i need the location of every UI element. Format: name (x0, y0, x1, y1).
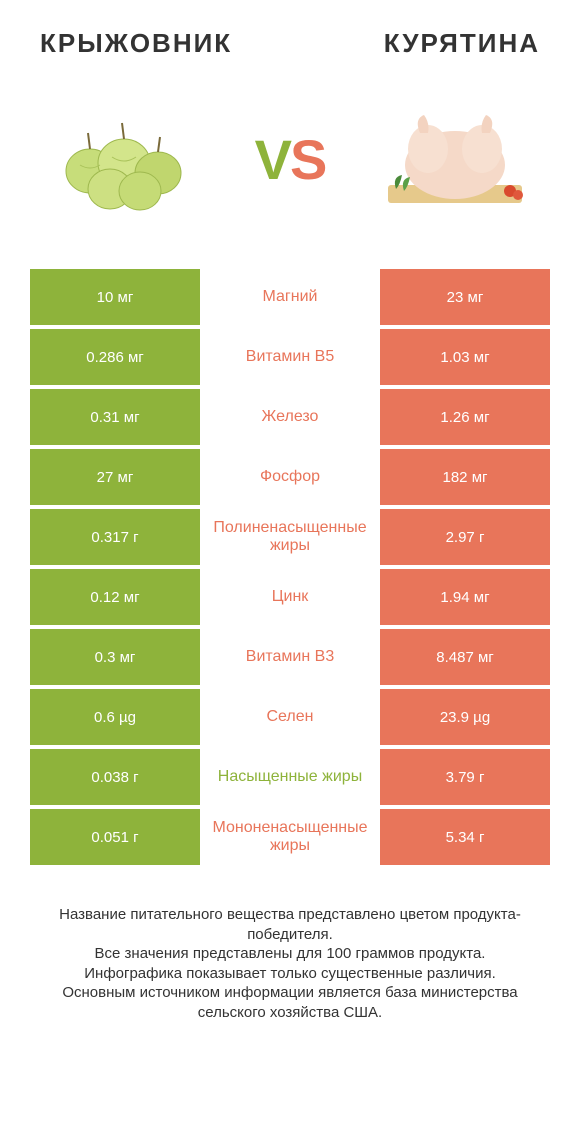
footer-line: Название питательного вещества представл… (34, 905, 546, 944)
table-row: 0.317 гПолиненасыщенные жиры2.97 г (30, 509, 550, 565)
table-row: 0.31 мгЖелезо1.26 мг (30, 389, 550, 445)
table-row: 10 мгМагний23 мг (30, 269, 550, 325)
table-row: 0.3 мгВитамин B38.487 мг (30, 629, 550, 685)
vs-v: V (255, 128, 290, 191)
nutrient-label: Витамин B3 (200, 629, 380, 685)
left-value: 10 мг (30, 269, 200, 325)
footer-line: Все значения представлены для 100 граммо… (34, 944, 546, 964)
nutrient-label: Фосфор (200, 449, 380, 505)
nutrient-label: Полиненасыщенные жиры (200, 509, 380, 565)
infographic-container: КРЫЖОВНИК КУРЯТИНА VS (0, 0, 580, 1042)
right-title: КУРЯТИНА (384, 28, 540, 59)
left-title: КРЫЖОВНИК (40, 28, 232, 59)
left-value: 0.6 µg (30, 689, 200, 745)
footer-notes: Название питательного вещества представл… (30, 905, 550, 1022)
table-row: 0.12 мгЦинк1.94 мг (30, 569, 550, 625)
right-value: 3.79 г (380, 749, 550, 805)
right-value: 23.9 µg (380, 689, 550, 745)
right-value: 1.94 мг (380, 569, 550, 625)
footer-line: Инфографика показывает только существенн… (34, 964, 546, 984)
nutrient-label: Железо (200, 389, 380, 445)
left-value: 0.317 г (30, 509, 200, 565)
nutrient-label: Витамин B5 (200, 329, 380, 385)
right-food-image (370, 99, 540, 219)
nutrient-label: Мононенасыщенные жиры (200, 809, 380, 865)
nutrient-label: Селен (200, 689, 380, 745)
table-row: 0.6 µgСелен23.9 µg (30, 689, 550, 745)
table-row: 0.038 гНасыщенные жиры3.79 г (30, 749, 550, 805)
left-value: 0.31 мг (30, 389, 200, 445)
nutrient-table: 10 мгМагний23 мг0.286 мгВитамин B51.03 м… (30, 269, 550, 865)
right-value: 8.487 мг (380, 629, 550, 685)
table-row: 27 мгФосфор182 мг (30, 449, 550, 505)
nutrient-label: Цинк (200, 569, 380, 625)
nutrient-label: Насыщенные жиры (200, 749, 380, 805)
left-value: 0.286 мг (30, 329, 200, 385)
title-row: КРЫЖОВНИК КУРЯТИНА (30, 28, 550, 59)
right-value: 182 мг (380, 449, 550, 505)
left-value: 0.12 мг (30, 569, 200, 625)
left-value: 0.3 мг (30, 629, 200, 685)
footer-line: Основным источником информации является … (34, 983, 546, 1022)
left-food-image (40, 99, 210, 219)
right-value: 23 мг (380, 269, 550, 325)
left-value: 0.038 г (30, 749, 200, 805)
vs-label: VS (255, 127, 326, 192)
vs-s: S (290, 128, 325, 191)
left-value: 27 мг (30, 449, 200, 505)
right-value: 5.34 г (380, 809, 550, 865)
vs-row: VS (30, 99, 550, 219)
right-value: 2.97 г (380, 509, 550, 565)
right-value: 1.03 мг (380, 329, 550, 385)
left-value: 0.051 г (30, 809, 200, 865)
table-row: 0.051 гМононенасыщенные жиры5.34 г (30, 809, 550, 865)
right-value: 1.26 мг (380, 389, 550, 445)
nutrient-label: Магний (200, 269, 380, 325)
table-row: 0.286 мгВитамин B51.03 мг (30, 329, 550, 385)
